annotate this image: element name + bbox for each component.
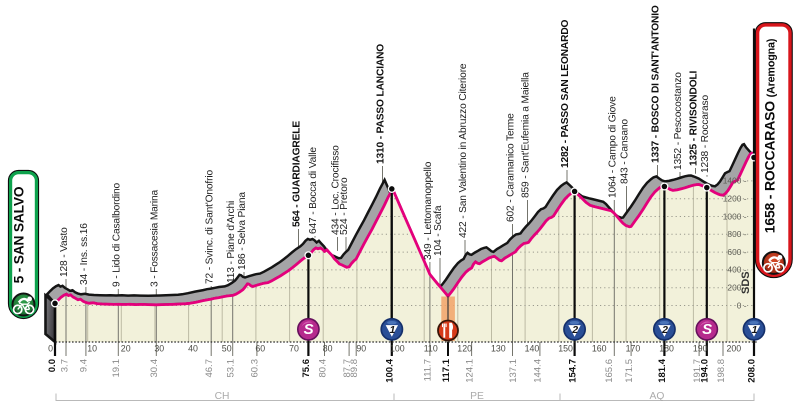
- svg-text:100: 100: [390, 344, 405, 354]
- svg-text:75.6: 75.6: [301, 359, 312, 378]
- svg-text:859 - Sant'Eufemia a Maiella: 859 - Sant'Eufemia a Maiella: [521, 72, 532, 198]
- svg-text:3 - Fossacesia Marina: 3 - Fossacesia Marina: [150, 189, 161, 287]
- svg-text:130: 130: [491, 344, 506, 354]
- svg-text:89.8: 89.8: [349, 359, 360, 378]
- svg-text:S: S: [702, 321, 712, 338]
- svg-text:400 -: 400 -: [727, 265, 746, 275]
- svg-text:843 - Cansano: 843 - Cansano: [620, 119, 631, 184]
- svg-text:0 -: 0 -: [737, 300, 747, 310]
- svg-text:111.7: 111.7: [423, 359, 434, 381]
- svg-text:2: 2: [571, 324, 578, 336]
- svg-text:1352 - Pescocostanzo: 1352 - Pescocostanzo: [673, 72, 684, 170]
- svg-text:170: 170: [626, 344, 641, 354]
- svg-text:564 - GUARDIAGRELE: 564 - GUARDIAGRELE: [292, 121, 303, 227]
- svg-text:422 - San Valentino in Abruzzo: 422 - San Valentino in Abruzzo Citeriore: [458, 63, 469, 238]
- svg-text:180: 180: [659, 344, 674, 354]
- svg-text:181.4: 181.4: [657, 358, 668, 382]
- svg-text:1238 - Roccaraso: 1238 - Roccaraso: [700, 95, 711, 173]
- svg-text:53.1: 53.1: [226, 359, 237, 378]
- svg-text:200: 200: [727, 344, 742, 354]
- svg-text:113 - Piane d'Archi: 113 - Piane d'Archi: [226, 201, 237, 283]
- svg-text:110: 110: [424, 344, 438, 354]
- svg-text:9.4: 9.4: [78, 359, 89, 372]
- svg-text:160: 160: [592, 344, 607, 354]
- svg-text:120: 120: [457, 344, 472, 354]
- svg-text:524 - Pretoro: 524 - Pretoro: [339, 177, 350, 235]
- svg-text:1: 1: [752, 324, 758, 336]
- svg-text:104 - Scafa: 104 - Scafa: [433, 205, 444, 256]
- svg-text:19.1: 19.1: [111, 359, 122, 378]
- svg-text:200 -: 200 -: [727, 283, 746, 293]
- svg-text:1000 -: 1000 -: [723, 211, 747, 221]
- svg-text:600 -: 600 -: [727, 247, 746, 257]
- svg-text:90: 90: [356, 344, 366, 354]
- svg-text:150: 150: [558, 344, 573, 354]
- svg-text:9 - Lido di Casalbordino: 9 - Lido di Casalbordino: [112, 183, 123, 287]
- svg-text:AQ: AQ: [650, 391, 665, 402]
- svg-text:70: 70: [289, 344, 299, 354]
- svg-text:190: 190: [693, 344, 708, 354]
- svg-text:1064 - Campo di Giove: 1064 - Campo di Giove: [608, 96, 619, 198]
- svg-text:647 - Bocca di Valle: 647 - Bocca di Valle: [308, 147, 319, 234]
- svg-text:CH: CH: [215, 391, 230, 402]
- svg-text:80.4: 80.4: [317, 359, 328, 378]
- svg-text:5 - SAN SALVO: 5 - SAN SALVO: [12, 186, 27, 283]
- svg-text:128 - Vasto: 128 - Vasto: [59, 227, 70, 277]
- svg-text:40: 40: [188, 344, 198, 354]
- svg-text:1337 - BOSCO DI SANT'ANTONIO: 1337 - BOSCO DI SANT'ANTONIO: [651, 5, 662, 163]
- svg-text:60.3: 60.3: [250, 359, 261, 378]
- svg-text:3.7: 3.7: [59, 359, 70, 372]
- svg-text:191.7: 191.7: [692, 359, 703, 383]
- svg-text:124.1: 124.1: [464, 359, 475, 383]
- svg-text:1: 1: [390, 324, 396, 336]
- svg-text:208.0: 208.0: [747, 359, 758, 383]
- svg-text:602 - Caramanico Terme: 602 - Caramanico Terme: [506, 113, 517, 222]
- svg-text:1400 -: 1400 -: [723, 176, 747, 186]
- svg-text:SDS: SDS: [740, 271, 752, 294]
- svg-text:0: 0: [48, 344, 53, 354]
- svg-text:194.0: 194.0: [700, 359, 711, 383]
- svg-text:30.4: 30.4: [149, 359, 160, 378]
- svg-text:30: 30: [154, 344, 164, 354]
- svg-text:154.7: 154.7: [567, 359, 578, 383]
- svg-text:144.4: 144.4: [533, 359, 544, 383]
- svg-text:S: S: [304, 321, 314, 338]
- svg-text:800 -: 800 -: [727, 229, 746, 239]
- svg-text:46.7: 46.7: [204, 359, 215, 378]
- svg-text:1658 - ROCCARASO (Aremogna): 1658 - ROCCARASO (Aremogna): [762, 38, 778, 233]
- svg-text:140: 140: [525, 344, 540, 354]
- svg-text:434 - Loc. Crocifisso: 434 - Loc. Crocifisso: [331, 145, 342, 235]
- svg-text:1310 - PASSO LANCIANO: 1310 - PASSO LANCIANO: [376, 44, 387, 164]
- svg-text:10: 10: [87, 344, 97, 354]
- svg-text:171.5: 171.5: [624, 359, 635, 383]
- svg-text:100.4: 100.4: [385, 358, 396, 382]
- svg-text:60: 60: [255, 344, 265, 354]
- svg-text:20: 20: [121, 344, 131, 354]
- svg-text:117.1: 117.1: [441, 358, 452, 382]
- svg-text:165.6: 165.6: [604, 359, 615, 383]
- svg-text:1200 -: 1200 -: [723, 194, 747, 204]
- svg-text:1282 - PASSO SAN LEONARDO: 1282 - PASSO SAN LEONARDO: [560, 19, 571, 168]
- svg-text:PE: PE: [470, 391, 484, 402]
- svg-text:0.0: 0.0: [47, 359, 58, 372]
- svg-text:72 - Svinc. di Sant'Onofrio: 72 - Svinc. di Sant'Onofrio: [204, 170, 215, 284]
- svg-text:2: 2: [661, 324, 668, 336]
- svg-text:34 - Ins. ss.16: 34 - Ins. ss.16: [79, 223, 90, 285]
- svg-text:198.8: 198.8: [716, 359, 727, 383]
- svg-text:50: 50: [222, 344, 232, 354]
- svg-text:137.1: 137.1: [508, 359, 519, 383]
- svg-text:80: 80: [323, 344, 333, 354]
- svg-text:186 - Selva Piana: 186 - Selva Piana: [237, 192, 248, 270]
- svg-text:87.7: 87.7: [342, 359, 353, 378]
- svg-text:349 - Lettomanoppello: 349 - Lettomanoppello: [423, 161, 434, 260]
- svg-text:1325 - RIVISONDOLI: 1325 - RIVISONDOLI: [689, 70, 700, 166]
